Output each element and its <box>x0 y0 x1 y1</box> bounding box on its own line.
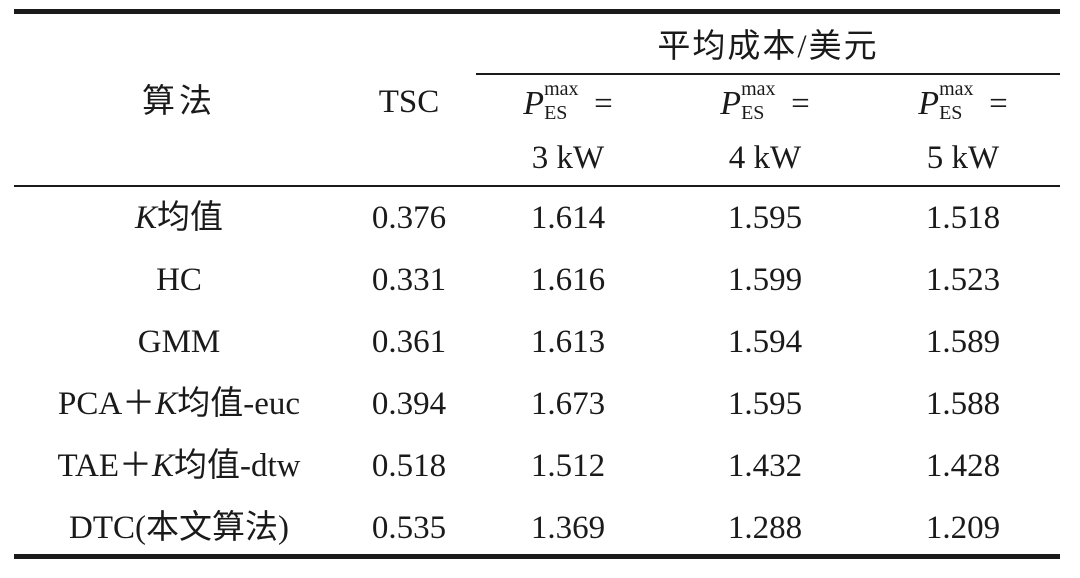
row-cost-4kw: 1.595 <box>727 200 803 236</box>
pes-sub: ES <box>544 102 568 124</box>
row-tsc: 0.518 <box>371 448 447 484</box>
table-bottom-rule <box>14 554 1060 559</box>
row-cost-3kw: 1.613 <box>530 324 606 360</box>
row-cost-4kw: 1.288 <box>727 510 803 546</box>
row-cost-3kw: 1.614 <box>530 200 606 236</box>
row-tsc: 0.361 <box>371 324 447 360</box>
group-header-rule <box>476 73 1060 75</box>
row-tsc: 0.535 <box>371 510 447 546</box>
row-cost-4kw: 1.599 <box>727 262 803 298</box>
row-cost-5kw: 1.428 <box>925 448 1001 484</box>
row-cost-4kw: 1.432 <box>727 448 803 484</box>
row-cost-5kw: 1.518 <box>925 200 1001 236</box>
pes-sup: max <box>544 78 579 100</box>
row-cost-5kw: 1.588 <box>925 386 1001 422</box>
table-top-rule <box>14 9 1060 14</box>
row-tsc: 0.376 <box>371 200 447 236</box>
header-pes-5kw-value: 5 kW <box>926 140 1000 176</box>
pes-symbol: P <box>918 85 940 122</box>
row-cost-4kw: 1.594 <box>727 324 803 360</box>
header-pes-4kw-value: 4 kW <box>728 140 802 176</box>
header-pes-3kw-value: 3 kW <box>531 140 605 176</box>
pes-eq: = <box>989 86 1008 122</box>
row-cost-5kw: 1.523 <box>925 262 1001 298</box>
pes-sub: ES <box>741 102 765 124</box>
header-tsc: TSC <box>378 84 440 120</box>
pes-symbol: P <box>523 85 545 122</box>
row-cost-5kw: 1.209 <box>925 510 1001 546</box>
row-label-hc: HC <box>156 262 202 298</box>
header-bottom-rule <box>14 185 1060 187</box>
pes-sup: max <box>939 78 974 100</box>
row-cost-3kw: 1.512 <box>530 448 606 484</box>
pes-symbol: P <box>720 85 742 122</box>
header-average-cost: 平均成本/美元 <box>657 29 879 65</box>
row-label-kmeans: K均值 <box>134 200 223 236</box>
pes-eq: = <box>594 86 613 122</box>
header-algorithm: 算法 <box>142 84 216 120</box>
row-label-gmm: GMM <box>137 324 221 360</box>
row-tsc: 0.394 <box>371 386 447 422</box>
row-label-dtc: DTC(本文算法) <box>69 510 289 546</box>
pes-sub: ES <box>939 102 963 124</box>
row-cost-3kw: 1.673 <box>530 386 606 422</box>
row-cost-5kw: 1.589 <box>925 324 1001 360</box>
pes-eq: = <box>791 86 810 122</box>
row-tsc: 0.331 <box>371 262 447 298</box>
row-cost-3kw: 1.616 <box>530 262 606 298</box>
pes-sup: max <box>741 78 776 100</box>
row-cost-3kw: 1.369 <box>530 510 606 546</box>
row-cost-4kw: 1.595 <box>727 386 803 422</box>
row-label-pca-kmeans-euc: PCA＋K均值-euc <box>57 386 300 422</box>
row-label-tae-kmeans-dtw: TAE＋K均值-dtw <box>57 448 301 484</box>
